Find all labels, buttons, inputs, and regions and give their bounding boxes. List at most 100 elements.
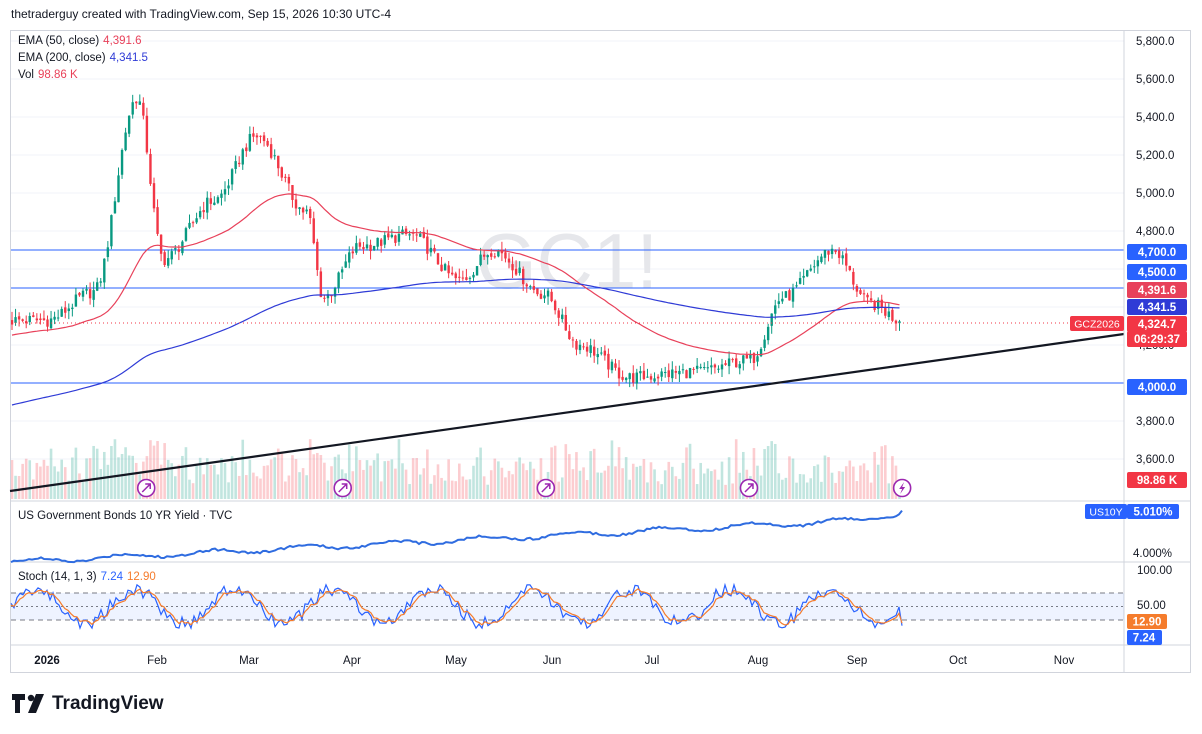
volume-bar xyxy=(280,453,284,499)
volume-bar xyxy=(646,482,649,499)
candle-body xyxy=(770,313,773,326)
volume-bar xyxy=(106,464,110,499)
volume-bar xyxy=(773,443,777,499)
candle-body xyxy=(798,278,802,284)
candle-body xyxy=(461,277,465,279)
candle-body xyxy=(497,250,500,257)
candle-body xyxy=(135,101,138,104)
volume-bar xyxy=(81,482,85,499)
candle-body xyxy=(408,234,411,236)
tradingview-logo[interactable]: TradingView xyxy=(12,693,164,715)
candle-body xyxy=(671,369,674,379)
volume-bar xyxy=(11,460,14,499)
candle-body xyxy=(454,273,457,279)
candle-body xyxy=(490,253,493,257)
trendline[interactable] xyxy=(9,332,1125,493)
volume-bar xyxy=(873,451,876,499)
volume-bar xyxy=(184,447,188,499)
time-axis: 2026 Feb Mar Apr May Jun Jul Aug Sep Oct Nov xyxy=(34,655,1074,667)
candle-body xyxy=(685,370,688,379)
volume-bar xyxy=(230,456,234,499)
candle-body xyxy=(536,288,539,295)
candle-body xyxy=(532,286,536,290)
candle-body xyxy=(117,175,120,203)
candle-body xyxy=(600,352,603,354)
volume-bar xyxy=(433,475,436,499)
price-badge xyxy=(1127,316,1187,332)
candle-body xyxy=(845,253,848,266)
stoch-k-badge xyxy=(1127,630,1162,645)
volume-bar xyxy=(699,462,702,499)
volume-bar xyxy=(479,447,482,499)
volume-bar xyxy=(287,475,291,499)
stoch-legend[interactable]: Stoch (14, 1, 3) 7.24 12.90 xyxy=(18,571,156,583)
candle-body xyxy=(42,318,46,321)
volume-bar xyxy=(805,482,809,499)
stoch-k-line xyxy=(10,582,903,630)
volume-bar xyxy=(337,454,340,499)
candle-body xyxy=(238,162,241,165)
candle-body xyxy=(855,285,859,292)
symbol-tag-text: GCZ2026 xyxy=(1074,319,1120,331)
candle-body xyxy=(25,321,28,324)
volume-bar xyxy=(575,452,578,499)
volume-bar xyxy=(177,464,181,499)
stoch-pane xyxy=(10,582,1124,630)
volume-bar xyxy=(252,472,255,499)
candle-body xyxy=(713,364,717,368)
volume-bar xyxy=(596,472,600,499)
candle-body xyxy=(259,135,262,137)
candle-body xyxy=(323,297,326,299)
candle-body xyxy=(859,290,862,294)
candle-body xyxy=(429,247,433,253)
volume-bar xyxy=(866,470,869,499)
candle-body xyxy=(550,291,553,302)
volume-bar xyxy=(316,452,319,499)
candle-body xyxy=(56,317,60,319)
candle-body xyxy=(362,246,365,250)
candle-body xyxy=(486,255,489,258)
volume-bar xyxy=(74,447,78,499)
volume-bar xyxy=(752,448,756,499)
volume-bar xyxy=(504,477,507,499)
price-badges: 4,700.0 4,500.0 4,391.6 4,341.5 4,324.7 06:29… xyxy=(1070,244,1187,645)
volume-bar xyxy=(653,469,656,499)
candle-body xyxy=(127,115,131,134)
candle-body xyxy=(326,294,330,299)
volume-bar xyxy=(695,484,699,499)
volume-bar xyxy=(603,470,607,499)
candle-body xyxy=(880,299,883,308)
yield-legend[interactable]: US Government Bonds 10 YR Yield · TVC xyxy=(18,510,232,522)
chart-frame xyxy=(10,30,1191,673)
vol-legend[interactable]: Vol 98.86 K xyxy=(18,69,78,81)
candle-body xyxy=(837,250,841,258)
volume-bar xyxy=(489,470,493,499)
volume-bar xyxy=(685,447,688,499)
candle-body xyxy=(628,373,631,380)
volume-bar xyxy=(202,474,205,499)
volume-bar xyxy=(376,453,379,499)
volume-bar xyxy=(635,466,639,499)
candle-body xyxy=(255,135,259,138)
volume-bar xyxy=(486,484,489,499)
candle-body xyxy=(706,367,709,369)
volume-bar xyxy=(671,466,674,499)
ema200-legend[interactable]: EMA (200, close) 4,341.5 xyxy=(18,52,148,64)
candle-body xyxy=(816,260,820,267)
candle-body xyxy=(32,315,35,317)
candle-body xyxy=(752,353,756,363)
candle-body xyxy=(213,202,216,205)
candle-body xyxy=(589,345,592,354)
volume-bar xyxy=(418,474,422,499)
volume-bar xyxy=(49,448,53,499)
candle-body xyxy=(287,176,291,184)
candle-body xyxy=(869,298,873,301)
candle-body xyxy=(369,244,372,252)
time-axis-label: May xyxy=(445,655,467,667)
volume-bar xyxy=(631,463,635,499)
ema50-legend[interactable]: EMA (50, close) 4,391.6 xyxy=(18,35,142,47)
price-axis-label: 5,600.0 xyxy=(1136,74,1174,86)
candle-body xyxy=(333,288,337,297)
price-badge-text: 4,700.0 xyxy=(1138,247,1176,259)
